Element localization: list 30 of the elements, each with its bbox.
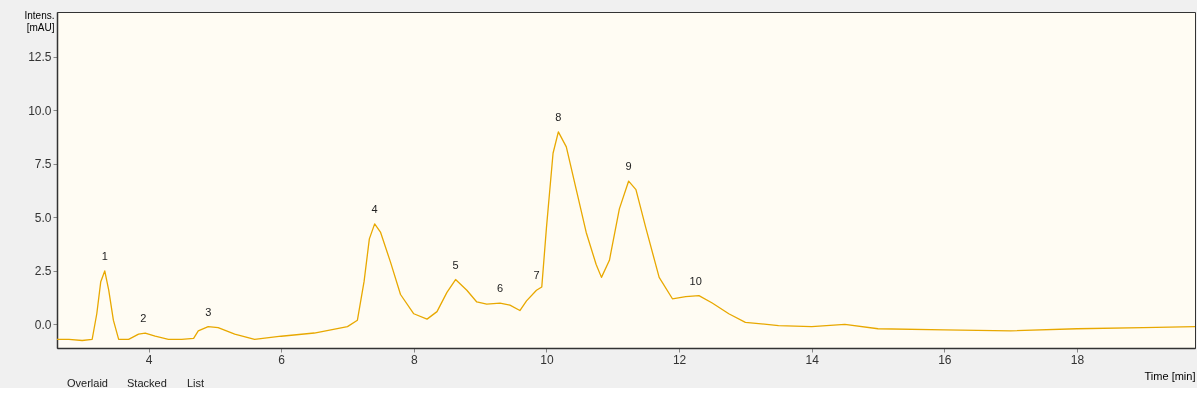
annotation: 7 (533, 269, 540, 282)
x-tick-label: 8 (410, 352, 418, 367)
annotation: 3 (205, 305, 212, 318)
text: List (187, 377, 205, 389)
y-axis-title: Intens. [mAU] (24, 9, 55, 33)
y-tick-label: 2.5 (34, 264, 52, 279)
annotation: 4 (371, 202, 378, 215)
x-tick-label: 16 (938, 352, 952, 367)
x-tick-label: 18 (1070, 352, 1085, 367)
y-tick-label: 0.0 (34, 317, 52, 332)
text: Overlaid (67, 377, 108, 389)
annotation: 2 (140, 312, 147, 325)
x-tick-label: 6 (278, 352, 286, 367)
y-tick-label: 12.5 (28, 50, 52, 65)
text: Stacked (127, 377, 167, 389)
annotation: 5 (452, 258, 459, 271)
y-tick-label: 10.0 (28, 103, 52, 118)
x-axis-title: Time [min] (1144, 369, 1196, 382)
y-tick-label: 7.5 (34, 157, 52, 172)
annotation: 6 (496, 282, 504, 295)
x-tick-label: 12 (672, 352, 687, 367)
x-tick-label: 10 (540, 352, 554, 367)
annotation: 10 (689, 274, 702, 287)
annotation: 8 (555, 110, 562, 123)
x-tick-label: 4 (145, 352, 153, 367)
line-series (56, 131, 1196, 342)
y-tick-label: 5.0 (34, 210, 52, 225)
annotation: 9 (625, 160, 632, 173)
annotation: 1 (101, 249, 108, 262)
x-tick-label: 14 (805, 352, 820, 367)
